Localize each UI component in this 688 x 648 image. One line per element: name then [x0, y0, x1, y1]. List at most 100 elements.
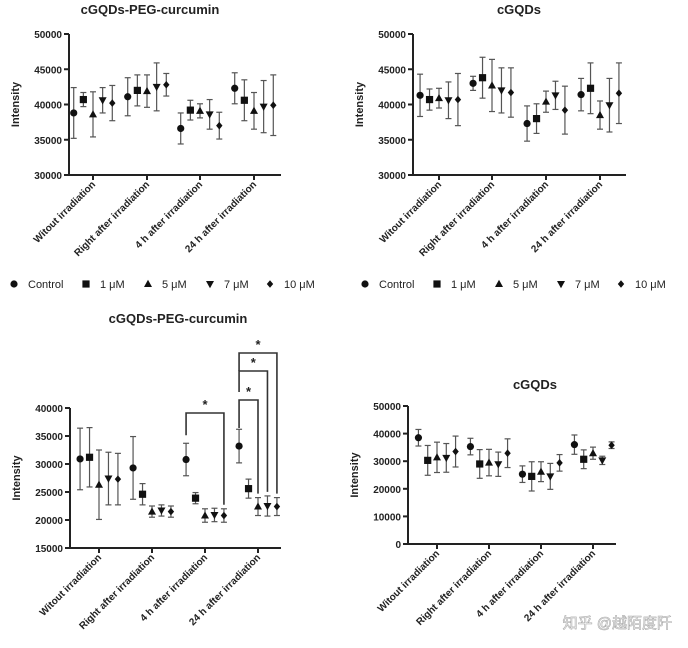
y-axis-label: Intensity — [349, 452, 361, 498]
data-point-10m — [615, 89, 623, 98]
data-point-5m — [596, 110, 604, 119]
data-point-control — [518, 470, 527, 478]
data-point-1m — [425, 95, 434, 104]
data-point-7m — [210, 511, 219, 520]
data-point-1m — [85, 453, 94, 461]
y-tick-label: 20000 — [35, 516, 63, 527]
data-point-7m — [442, 454, 451, 463]
legend-label: 1 μM — [100, 279, 125, 291]
legend-label: 5 μM — [513, 279, 538, 291]
legend-marker — [617, 280, 625, 288]
y-tick-label: 45000 — [34, 65, 62, 76]
legend-marker — [206, 281, 214, 289]
data-point-control — [466, 442, 475, 451]
data-point-1m — [586, 84, 595, 92]
data-point-7m — [259, 103, 268, 111]
data-point-7m — [152, 83, 161, 92]
data-point-5m — [89, 110, 97, 118]
data-point-1m — [478, 74, 487, 82]
data-point-control — [124, 93, 132, 101]
data-point-control — [76, 455, 84, 463]
y-tick-label: 35000 — [35, 432, 63, 443]
data-point-control — [523, 119, 531, 128]
legend-label: 5 μM — [162, 279, 187, 291]
data-point-1m — [133, 86, 141, 94]
significance-star: * — [246, 384, 252, 399]
data-point-5m — [250, 106, 258, 114]
data-point-5m — [254, 502, 262, 510]
y-tick-label: 50000 — [373, 402, 401, 413]
legend-marker — [557, 281, 565, 289]
data-point-1m — [476, 460, 484, 468]
y-tick-label: 20000 — [373, 485, 401, 496]
significance-bracket — [238, 370, 269, 492]
y-tick-label: 35000 — [378, 136, 406, 147]
data-point-10m — [454, 95, 462, 104]
data-point-5m — [542, 97, 550, 105]
significance-bracket — [185, 412, 225, 505]
chart-title: cGQDs-PEG-curcumin — [109, 311, 248, 326]
data-point-1m — [244, 485, 253, 493]
data-point-1m — [528, 472, 536, 480]
legend-label: 1 μM — [451, 279, 476, 291]
data-point-1m — [424, 456, 432, 464]
significance-bracket — [238, 352, 278, 494]
y-axis-label: Intensity — [354, 81, 366, 127]
significance-star: * — [255, 337, 261, 352]
data-point-control — [416, 91, 424, 99]
data-point-10m — [163, 80, 170, 89]
y-tick-label: 40000 — [378, 101, 406, 112]
data-point-5m — [201, 511, 209, 519]
legend: Control 1 μM 5 μM 7 μM 10 μM — [361, 279, 666, 291]
data-point-control — [182, 455, 190, 464]
data-point-control — [231, 84, 239, 92]
data-point-1m — [186, 106, 194, 114]
data-point-10m — [114, 475, 122, 483]
data-point-10m — [561, 106, 569, 114]
data-point-control — [570, 441, 579, 449]
significance-star: * — [202, 397, 208, 412]
legend-label: Control — [28, 279, 63, 291]
y-tick-label: 40000 — [34, 101, 62, 112]
data-point-5m — [485, 458, 493, 466]
chart-title: cGQDs — [513, 377, 557, 392]
data-point-control — [414, 434, 423, 442]
data-point-7m — [598, 457, 607, 465]
data-point-1m — [79, 95, 87, 104]
y-tick-label: 30000 — [34, 171, 62, 182]
legend-marker — [82, 280, 90, 288]
data-point-10m — [216, 121, 223, 130]
data-point-10m — [507, 88, 515, 97]
data-point-10m — [504, 449, 511, 457]
data-point-7m — [444, 97, 453, 105]
y-tick-label: 25000 — [35, 488, 63, 499]
data-point-5m — [196, 106, 204, 114]
data-point-1m — [138, 490, 147, 498]
y-axis-label: Intensity — [11, 455, 23, 501]
y-tick-label: 40000 — [373, 430, 401, 441]
data-point-10m — [167, 507, 175, 516]
data-point-control — [129, 464, 137, 472]
data-point-7m — [546, 473, 555, 481]
y-tick-label: 50000 — [34, 30, 62, 41]
data-point-5m — [435, 93, 443, 102]
data-point-10m — [273, 502, 281, 511]
data-point-7m — [263, 503, 272, 511]
data-point-7m — [551, 92, 560, 100]
data-point-5m — [143, 86, 151, 95]
legend-marker — [266, 280, 274, 288]
y-tick-label: 35000 — [34, 136, 62, 147]
data-point-control — [577, 91, 585, 99]
chart-panel-4: cGQDs 0 10000 20000 30000 40000 50000 Intensity… — [349, 377, 616, 628]
data-point-10m — [452, 447, 459, 456]
chart-title: cGQDs-PEG-curcumin — [81, 2, 220, 17]
watermark: 知乎 @越陌度阡 — [563, 615, 672, 632]
data-point-5m — [488, 81, 496, 89]
y-tick-label: 15000 — [35, 544, 63, 555]
data-point-5m — [95, 480, 103, 488]
y-tick-label: 30000 — [35, 460, 63, 471]
legend-label: 7 μM — [575, 279, 600, 291]
data-point-7m — [205, 111, 214, 119]
data-point-10m — [608, 441, 615, 449]
legend-marker — [144, 279, 152, 287]
